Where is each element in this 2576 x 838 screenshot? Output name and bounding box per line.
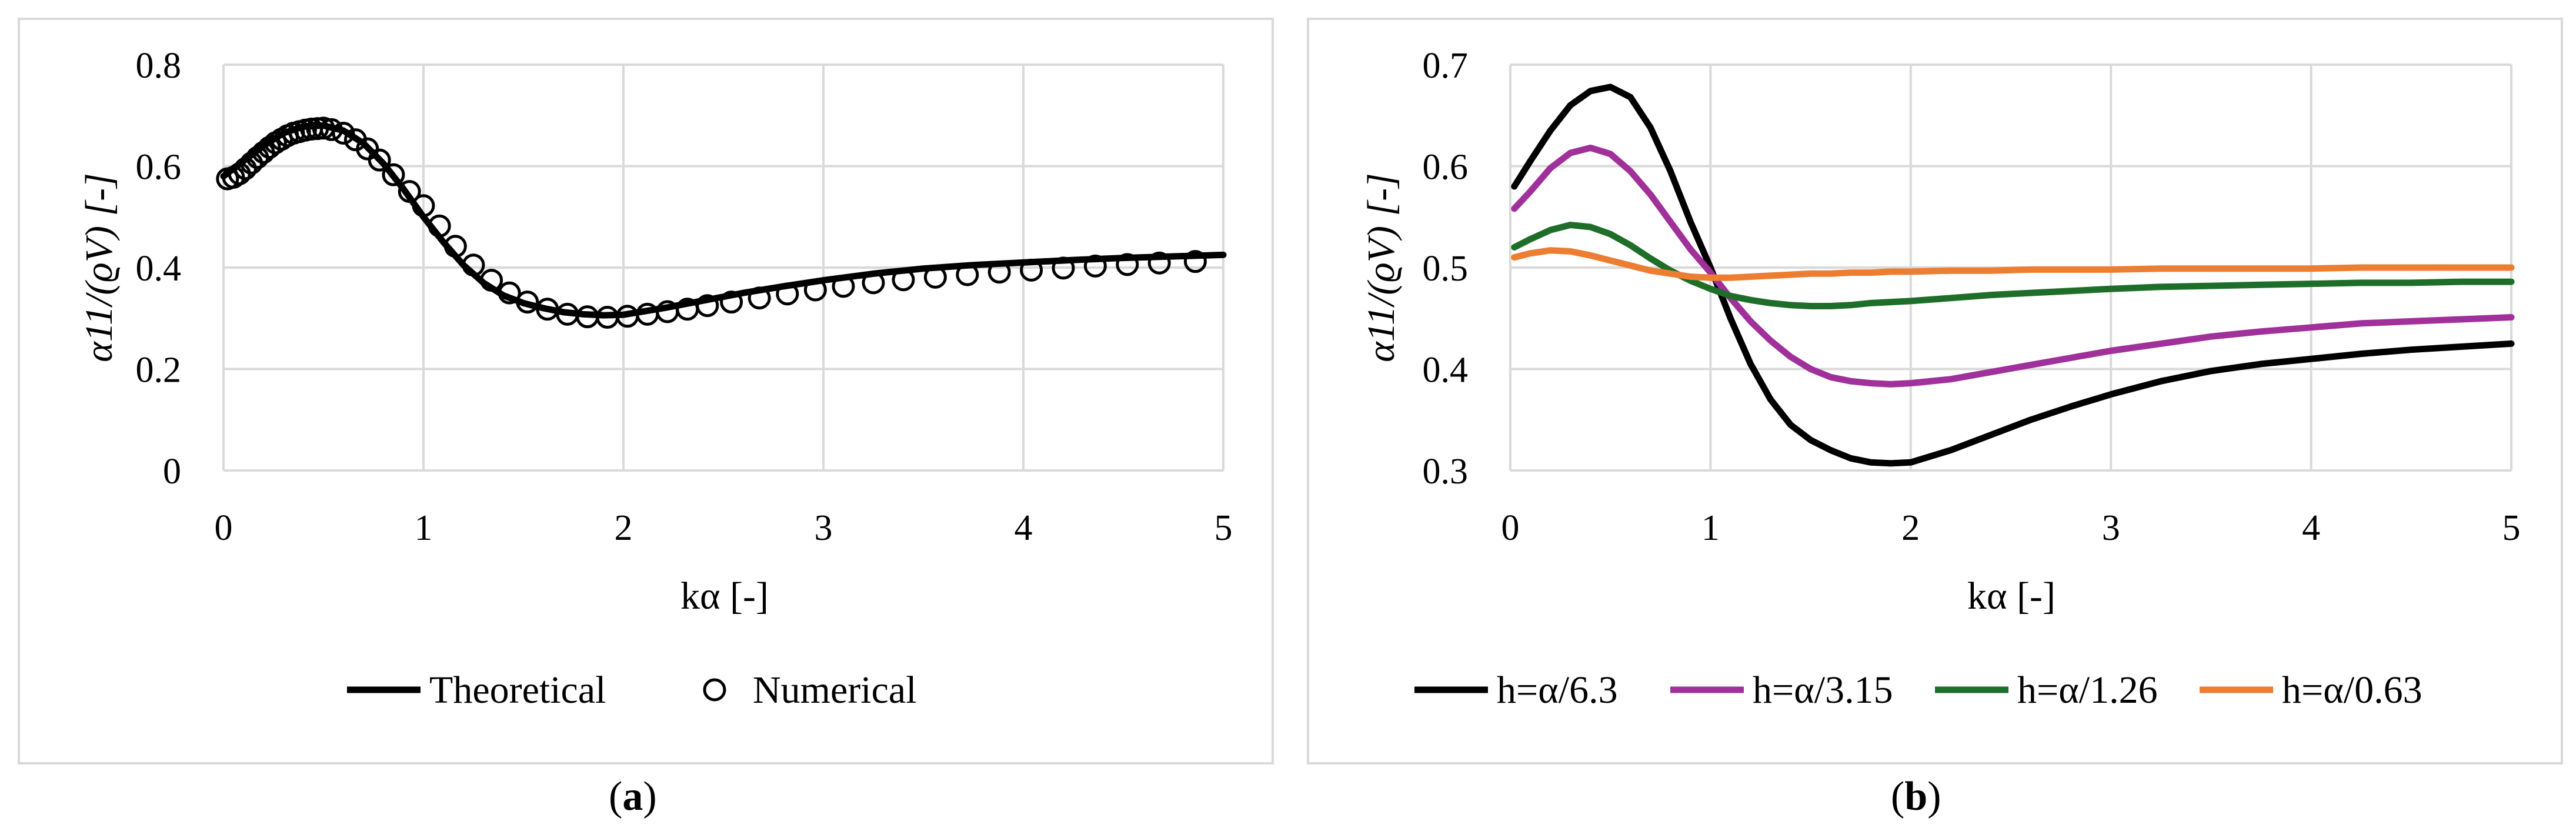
chart-panel-b <box>1307 18 2563 764</box>
caption-b-letter: b <box>1904 774 1928 819</box>
x-tick-label: 4 <box>2302 508 2320 548</box>
y-tick-label: 0.3 <box>1423 452 1469 492</box>
legend-label: Theoretical <box>429 669 606 712</box>
data-point-marker <box>776 282 799 306</box>
chart-a-gridlines <box>222 64 1224 472</box>
data-point-marker <box>956 263 979 286</box>
x-tick-label: 1 <box>415 508 433 548</box>
data-point-marker <box>516 291 539 314</box>
chart-a-ylabel: α11/(ϱV) [-] <box>78 173 121 362</box>
chart-a-legend: Theoretical Numerical <box>347 669 917 712</box>
y-tick-label: 0.6 <box>136 148 182 188</box>
caption-b: (b) <box>1891 774 1941 819</box>
chart-b-legend: h=α/6.3 h=α/3.15 h=α/1.26 h=α/0.63 <box>1414 669 2422 712</box>
y-tick-label: 0.4 <box>1423 350 1469 390</box>
data-point-marker <box>803 278 827 302</box>
data-point-marker <box>862 271 885 295</box>
series-line <box>1511 84 2515 467</box>
data-point-marker <box>368 148 391 172</box>
data-point-marker <box>462 253 485 277</box>
legend-label: h=α/1.26 <box>2017 669 2158 712</box>
y-tick-label: 0.5 <box>1423 249 1469 289</box>
legend-label: h=α/3.15 <box>1753 669 1893 712</box>
y-tick-label: 0 <box>163 452 181 492</box>
x-tick-label: 3 <box>2102 508 2120 548</box>
chart-b-series <box>1511 84 2515 467</box>
data-point-marker <box>382 163 405 186</box>
data-point-marker <box>1083 254 1107 278</box>
legend-label: h=α/0.63 <box>2282 669 2422 712</box>
data-point-marker <box>892 268 915 292</box>
data-point-marker <box>720 291 743 314</box>
chart-panel-a <box>18 18 1274 764</box>
data-point-marker <box>748 286 771 310</box>
y-tick-label: 0.2 <box>136 350 182 390</box>
y-tick-label: 0.6 <box>1423 148 1469 188</box>
data-point-marker <box>1020 258 1043 282</box>
data-point-marker <box>1052 256 1075 280</box>
data-point-marker <box>258 136 281 159</box>
y-tick-label: 0.7 <box>1423 46 1469 86</box>
series-line <box>220 122 1227 319</box>
chart-b-ylabel: α11/(ϱV) [-] <box>1360 173 1403 362</box>
series-line <box>1511 222 2515 309</box>
series-line <box>1511 144 2515 388</box>
y-tick-label: 0.4 <box>136 249 182 289</box>
x-tick-label: 4 <box>1015 508 1033 548</box>
chart-b: 0 1 2 3 4 5 0.3 0.4 0.5 0.6 0.7 kα [-] α11/(ϱV) [-… <box>1360 46 2521 712</box>
data-point-marker <box>428 214 451 238</box>
x-tick-label: 5 <box>1214 508 1233 548</box>
legend-label: h=α/6.3 <box>1497 669 1618 712</box>
data-point-marker <box>696 294 719 318</box>
caption-a: (a) <box>609 774 657 819</box>
series-line <box>1511 247 2515 281</box>
chart-a-series <box>216 116 1227 329</box>
x-tick-label: 2 <box>1901 508 1920 548</box>
legend-label: Numerical <box>753 669 917 712</box>
data-point-marker <box>443 235 467 258</box>
data-point-marker <box>498 281 521 305</box>
data-point-marker <box>332 121 355 145</box>
chart-b-gridlines <box>1509 64 2512 472</box>
legend-marker-swatch <box>703 678 726 702</box>
data-point-marker <box>1147 251 1171 275</box>
chart-a: 0 1 2 3 4 500.20.40.60.8 kα [-] α11/(ϱV) [-] … <box>78 46 1233 712</box>
caption-a-letter: a <box>622 774 643 819</box>
data-point-marker <box>1116 253 1139 276</box>
x-tick-label: 3 <box>815 508 833 548</box>
data-point-marker <box>480 269 503 292</box>
x-tick-label: 5 <box>2502 508 2521 548</box>
y-tick-label: 0.8 <box>136 46 182 86</box>
data-point-marker <box>412 194 435 218</box>
x-tick-label: 2 <box>615 508 633 548</box>
x-tick-label: 0 <box>215 508 233 548</box>
chart-b-ticks: 0 1 2 3 4 5 0.3 0.4 0.5 0.6 0.7 <box>1423 46 2521 548</box>
x-tick-label: 0 <box>1501 508 1520 548</box>
data-point-marker <box>923 265 947 289</box>
x-tick-label: 1 <box>1701 508 1720 548</box>
chart-a-ticks: 0 1 2 3 4 5 0 0.2 0.4 0.6 0.8 <box>136 46 1233 548</box>
data-point-marker <box>987 261 1011 284</box>
data-point-marker <box>398 180 421 203</box>
data-point-marker <box>320 118 343 141</box>
chart-b-xlabel: kα [-] <box>1967 575 2056 617</box>
data-point-marker <box>1183 250 1207 273</box>
chart-a-xlabel: kα [-] <box>680 575 769 617</box>
data-point-marker <box>832 275 855 298</box>
